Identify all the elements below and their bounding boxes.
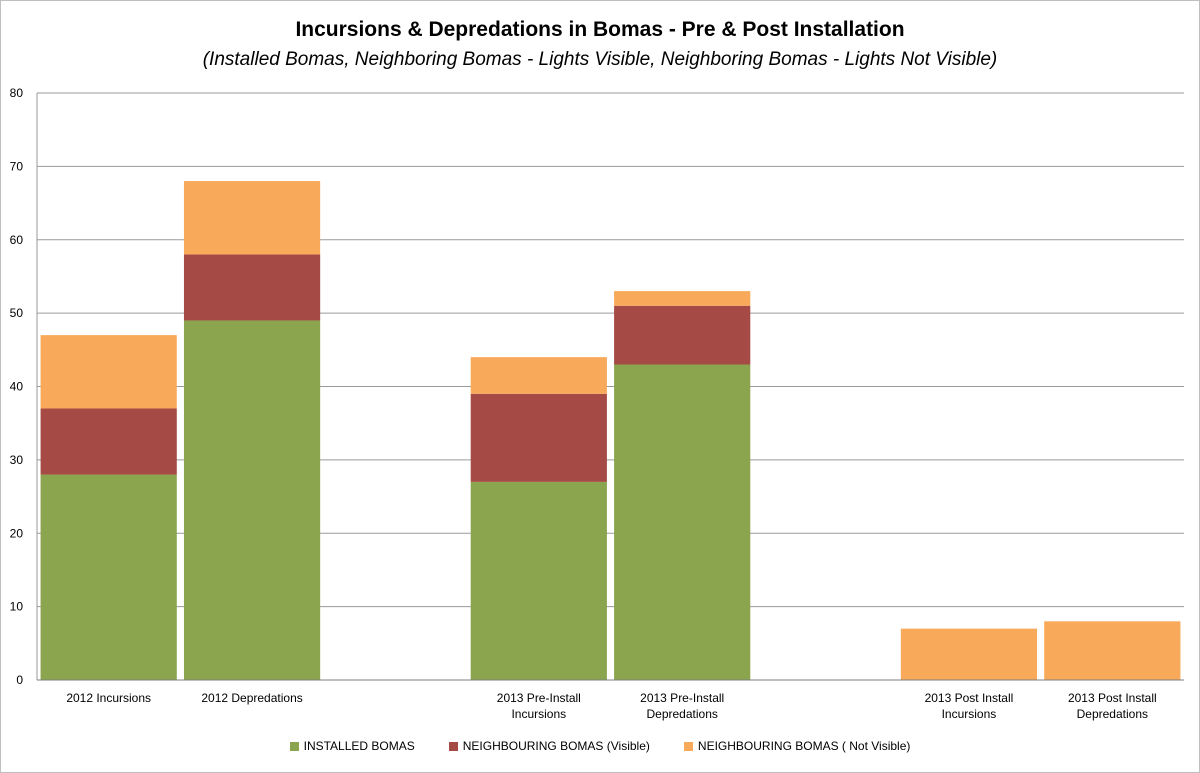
legend-swatch	[448, 741, 458, 751]
x-tick-label: 2012 Depredations	[201, 691, 302, 705]
bar-segment-neighbouring-not-visible	[40, 335, 177, 409]
y-tick-label: 30	[10, 453, 24, 467]
y-tick-label: 60	[10, 233, 24, 247]
y-tick-label: 70	[10, 159, 24, 173]
chart-legend: INSTALLED BOMAS NEIGHBOURING BOMAS (Visi…	[0, 739, 1200, 753]
y-tick-label: 50	[10, 306, 24, 320]
y-tick-label: 0	[16, 673, 23, 687]
legend-label: NEIGHBOURING BOMAS (Visible)	[462, 739, 650, 753]
x-tick-label: 2013 Post Install	[925, 691, 1014, 705]
bar-segment-neighbouring-not-visible	[900, 628, 1038, 680]
x-tick-label: 2013 Pre-Install	[640, 691, 724, 705]
x-tick-label: 2013 Post Install	[1068, 691, 1157, 705]
chart-subtitle: (Installed Bomas, Neighboring Bomas - Li…	[202, 49, 998, 70]
legend-label: INSTALLED BOMAS	[303, 739, 415, 753]
bar-segment-neighbouring-not-visible	[470, 357, 607, 394]
legend-swatch	[289, 741, 299, 751]
legend-item-neighbouring-visible: NEIGHBOURING BOMAS (Visible)	[448, 739, 650, 753]
x-tick-label: 2013 Pre-Install	[497, 691, 581, 705]
bar-segment-installed	[470, 481, 607, 680]
y-tick-label: 80	[10, 86, 24, 100]
x-tick-label: 2012 Incursions	[66, 691, 151, 705]
bar-segment-neighbouring-not-visible	[183, 181, 321, 255]
x-tick-label: Incursions	[942, 707, 997, 721]
legend-item-installed: INSTALLED BOMAS	[289, 739, 415, 753]
y-tick-label: 10	[10, 600, 24, 614]
bar-segment-neighbouring-visible	[470, 393, 607, 482]
bar-segment-installed	[183, 320, 321, 680]
bar-segment-neighbouring-not-visible	[614, 291, 751, 306]
bar-segment-neighbouring-visible	[40, 408, 177, 475]
x-tick-label: Depredations	[646, 707, 717, 721]
bar-segment-installed	[614, 364, 751, 680]
chart-title: Incursions & Depredations in Bomas - Pre…	[295, 18, 905, 41]
legend-item-neighbouring-not-visible: NEIGHBOURING BOMAS ( Not Visible)	[683, 739, 911, 753]
legend-label: NEIGHBOURING BOMAS ( Not Visible)	[697, 739, 911, 753]
bar-segment-installed	[40, 474, 177, 680]
x-tick-label: Incursions	[511, 707, 566, 721]
legend-swatch	[683, 741, 693, 751]
y-tick-label: 40	[10, 380, 24, 394]
x-tick-label: Depredations	[1077, 707, 1148, 721]
bar-segment-neighbouring-not-visible	[1044, 621, 1181, 680]
bar-segment-neighbouring-visible	[183, 254, 321, 321]
y-tick-label: 20	[10, 526, 24, 540]
bar-segment-neighbouring-visible	[614, 305, 751, 365]
